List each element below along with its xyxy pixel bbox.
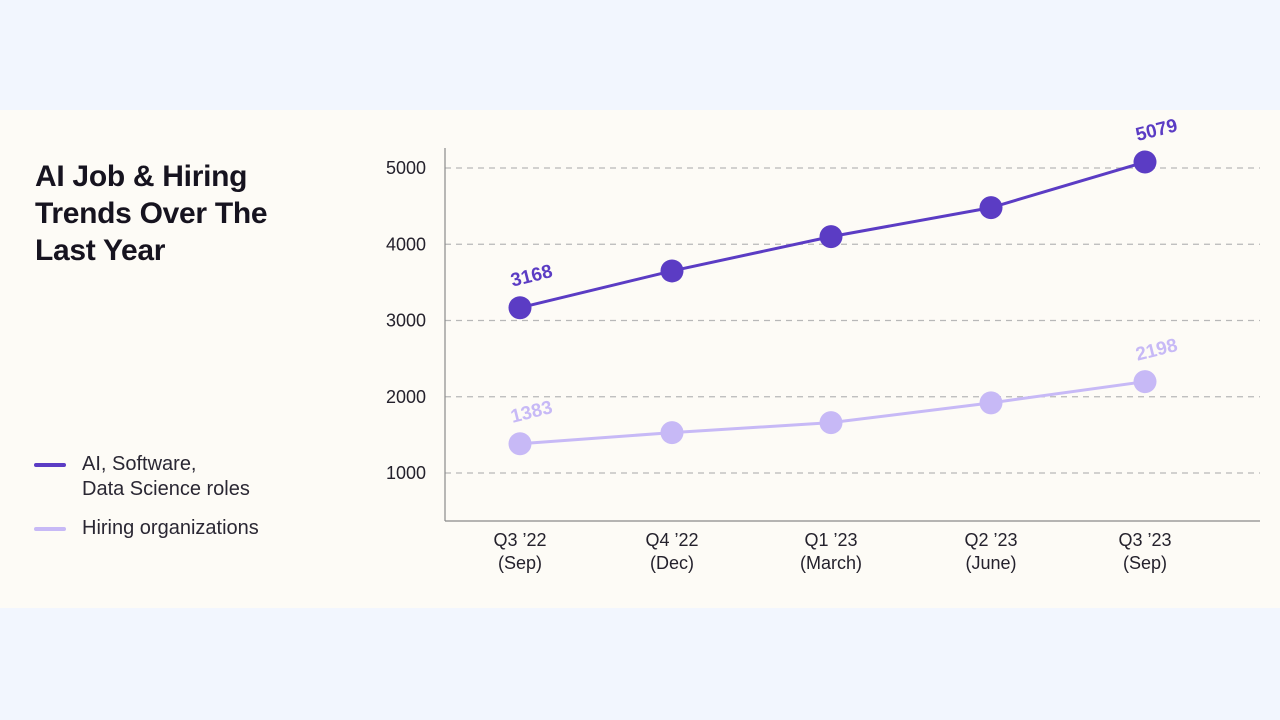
series-0-point-1 — [660, 259, 684, 283]
legend-item-organizations: Hiring organizations — [34, 516, 324, 541]
legend-swatch-organizations — [34, 527, 66, 531]
series-0-point-3 — [979, 196, 1003, 220]
series-1-point-2 — [819, 411, 843, 435]
series-0-data-label-0: 3168 — [509, 261, 555, 292]
y-tick-label-2000: 2000 — [386, 387, 426, 407]
x-tick-label-0: Q3 ’22 (Sep) — [493, 530, 546, 573]
series-1-point-1 — [660, 421, 684, 445]
x-tick-label-2: Q1 ’23 (March) — [800, 530, 862, 573]
series-1-data-label-4: 2198 — [1134, 335, 1180, 366]
y-tick-label-1000: 1000 — [386, 463, 426, 483]
series-0-data-label-4: 5079 — [1134, 115, 1180, 146]
chart-title: AI Job & Hiring Trends Over The Last Yea… — [35, 160, 268, 267]
legend-item-roles: AI, Software, Data Science roles — [34, 452, 324, 502]
series-0-point-0 — [508, 296, 532, 320]
series-0-point-2 — [819, 225, 843, 249]
y-tick-label-5000: 5000 — [386, 158, 426, 178]
y-tick-label-4000: 4000 — [386, 234, 426, 254]
chart-card — [0, 110, 1280, 608]
series-0-point-4 — [1133, 150, 1157, 174]
legend-label-organizations: Hiring organizations — [82, 517, 259, 539]
series-1-point-4 — [1133, 370, 1157, 394]
series-1-data-label-0: 1383 — [509, 397, 555, 428]
series-1-point-0 — [508, 432, 532, 456]
x-tick-label-1: Q4 ’22 (Dec) — [645, 530, 698, 573]
x-tick-label-4: Q3 ’23 (Sep) — [1118, 530, 1171, 573]
x-tick-label-3: Q2 ’23 (June) — [964, 530, 1017, 573]
legend-swatch-roles — [34, 463, 66, 467]
legend: AI, Software, Data Science roles Hiring … — [34, 452, 324, 555]
legend-label-roles: AI, Software, Data Science roles — [82, 453, 250, 500]
series-1-point-3 — [979, 391, 1003, 415]
y-tick-label-3000: 3000 — [386, 311, 426, 331]
